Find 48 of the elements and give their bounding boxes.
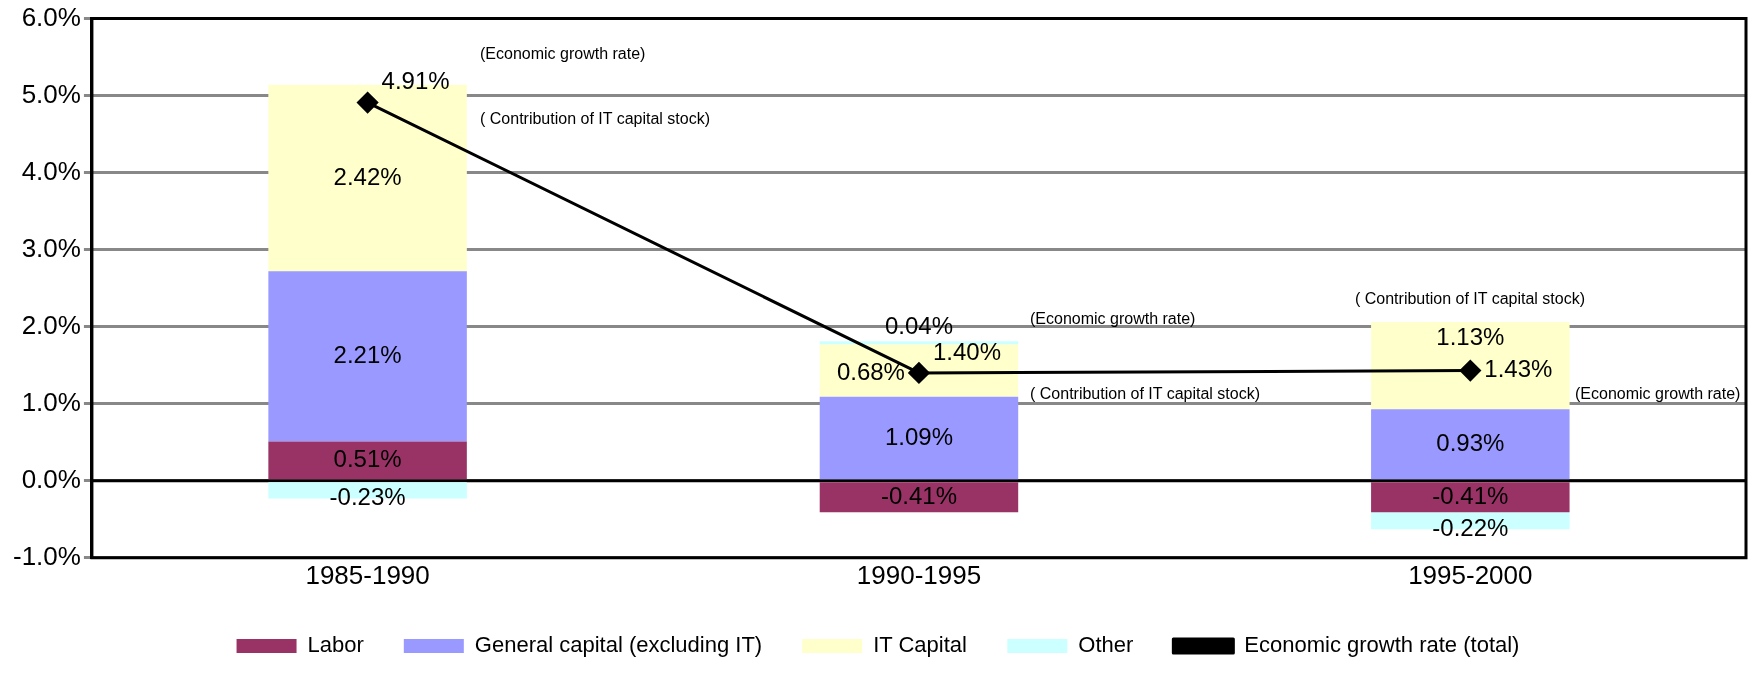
- y-tick-label: -1.0%: [13, 540, 81, 571]
- annotation: (Economic growth rate): [480, 45, 646, 63]
- data-label: 0.04%: [884, 311, 953, 339]
- y-tick-label: 1.0%: [21, 386, 81, 417]
- bar: [819, 341, 1019, 345]
- annotation: ( Contribution of IT capital stock): [1030, 385, 1261, 403]
- x-tick-label: 1985-1990: [305, 559, 430, 590]
- data-label: -0.22%: [1432, 513, 1509, 541]
- data-label: 0.51%: [333, 445, 402, 472]
- bar: [819, 482, 1019, 513]
- y-tick-label: 6.0%: [21, 1, 81, 32]
- point: [357, 92, 379, 114]
- point: [1459, 360, 1481, 382]
- legend-label: IT Capital: [873, 632, 967, 658]
- x-tick-label: 1995-2000: [1408, 559, 1533, 590]
- y-tick-label: 3.0%: [21, 232, 81, 263]
- bar: [268, 441, 467, 480]
- bar: [1371, 409, 1570, 480]
- data-label: 0.68%: [836, 357, 905, 385]
- y-tick-label: 5.0%: [21, 78, 81, 109]
- x-tick-label: 1990-1995: [856, 559, 982, 590]
- y-tick-label: 4.0%: [21, 155, 81, 186]
- data-label: 0.93%: [1436, 428, 1505, 456]
- data-label: 1.43%: [1484, 355, 1553, 383]
- legend-label: General capital (excluding IT): [474, 632, 763, 658]
- data-label: 2.42%: [333, 162, 402, 190]
- annotation: ( Contribution of IT capital stock): [480, 110, 711, 128]
- bar: [268, 271, 467, 442]
- legend-label: Other: [1078, 632, 1134, 658]
- data-label: 1.13%: [1436, 322, 1505, 350]
- data-label: 1.40%: [932, 337, 1002, 365]
- y-tick-label: 0.0%: [21, 463, 81, 494]
- legend-label: Economic growth rate (total): [1244, 632, 1520, 658]
- bar: [1371, 482, 1570, 513]
- y-tick-label: 2.0%: [21, 309, 81, 340]
- annotation: (Economic growth rate): [1030, 310, 1196, 328]
- data-label: -0.41%: [880, 481, 957, 509]
- data-label: 1.09%: [884, 422, 953, 450]
- point: [908, 362, 930, 384]
- data-label: 2.21%: [333, 341, 402, 368]
- data-label: -0.41%: [1432, 481, 1509, 509]
- legend-label: Labor: [307, 632, 364, 658]
- annotation: (Economic growth rate): [1575, 385, 1741, 403]
- bar: [1371, 322, 1570, 410]
- bar: [819, 396, 1019, 480]
- data-label: 4.91%: [381, 67, 450, 95]
- annotation: ( Contribution of IT capital stock): [1354, 290, 1586, 308]
- data-label: -0.23%: [329, 483, 406, 511]
